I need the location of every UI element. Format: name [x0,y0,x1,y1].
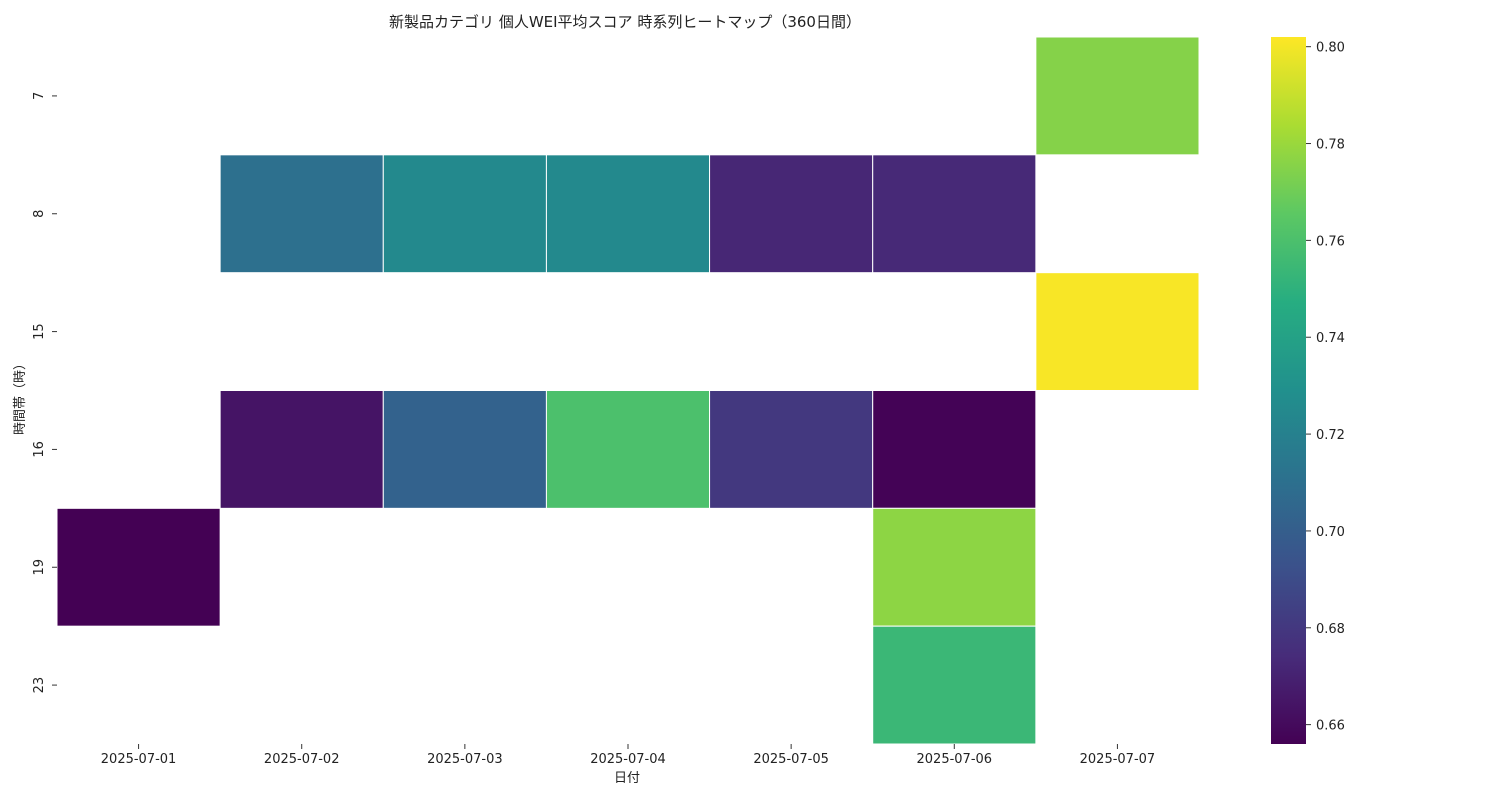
heatmap-cell [219,154,384,274]
x-tick-label: 2025-07-06 [917,752,993,767]
heatmap-cell [1035,36,1200,156]
y-tick-label: 23 [32,677,47,694]
x-tick-label: 2025-07-02 [264,752,340,767]
heatmap-cell [709,154,874,274]
heatmap-cell [382,390,547,509]
heatmap-cell [872,390,1037,509]
heatmap-cells [56,36,1200,745]
heatmap-cell [56,507,221,627]
x-tick-label: 2025-07-05 [753,752,829,767]
y-tick-label: 7 [32,92,47,100]
colorbar-tick-label: 0.70 [1316,525,1345,540]
x-axis-ticks: 2025-07-01 2025-07-02 2025-07-03 2025-07-04… [101,744,1155,767]
heatmap-cell [545,154,711,274]
colorbar-tick-label: 0.74 [1316,331,1345,346]
x-axis-label: 日付 [614,771,640,786]
y-tick-label: 15 [32,323,47,340]
y-tick-label: 19 [32,559,47,576]
colorbar-tick-label: 0.78 [1316,138,1345,153]
x-tick-label: 2025-07-01 [101,752,177,767]
heatmap-cell [872,154,1037,274]
x-tick-label: 2025-07-03 [427,752,503,767]
x-tick-label: 2025-07-07 [1080,752,1156,767]
y-tick-label: 8 [32,210,47,218]
heatmap-cell [545,390,711,509]
colorbar [1271,37,1306,744]
colorbar-tick-label: 0.72 [1316,428,1345,443]
heatmap-cell [709,390,874,509]
heatmap-cell [219,390,384,509]
chart-title: 新製品カテゴリ 個人WEI平均スコア 時系列ヒートマップ（360日間） [389,13,861,31]
colorbar-tick-label: 0.76 [1316,234,1345,249]
heatmap-cell [872,625,1037,745]
heatmap-cell [382,154,547,274]
y-tick-label: 16 [32,441,47,458]
y-axis-ticks: 7 8 15 16 19 23 [32,92,57,694]
x-tick-label: 2025-07-04 [590,752,666,767]
colorbar-tick-label: 0.80 [1316,41,1345,56]
heatmap-cell [872,507,1037,627]
y-axis-label: 時間帯（時） [13,357,28,435]
heatmap-cell [1035,272,1200,391]
colorbar-tick-label: 0.68 [1316,622,1345,637]
colorbar-ticks: 0.66 0.68 0.70 0.72 0.74 0.76 0.78 0.80 [1306,41,1345,734]
colorbar-tick-label: 0.66 [1316,719,1345,734]
